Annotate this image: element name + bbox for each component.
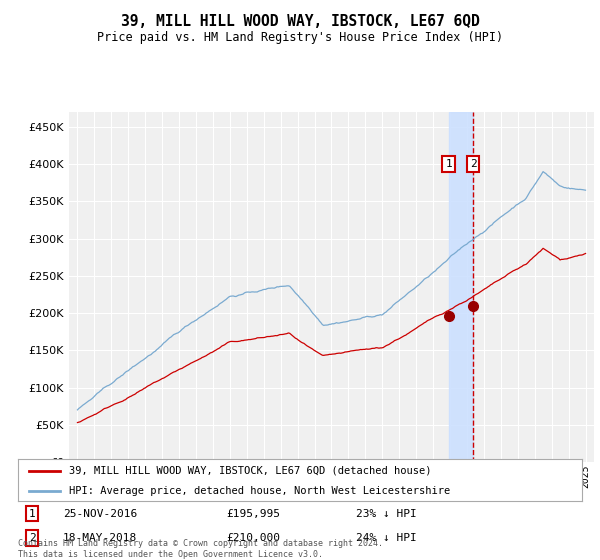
Text: 1: 1 bbox=[445, 159, 452, 169]
Text: Price paid vs. HM Land Registry's House Price Index (HPI): Price paid vs. HM Land Registry's House … bbox=[97, 31, 503, 44]
Text: Contains HM Land Registry data © Crown copyright and database right 2024.
This d: Contains HM Land Registry data © Crown c… bbox=[18, 539, 383, 559]
Text: 2: 2 bbox=[29, 533, 35, 543]
Text: 24% ↓ HPI: 24% ↓ HPI bbox=[356, 533, 417, 543]
Text: £195,995: £195,995 bbox=[227, 508, 281, 519]
Text: HPI: Average price, detached house, North West Leicestershire: HPI: Average price, detached house, Nort… bbox=[69, 486, 450, 496]
Text: £210,000: £210,000 bbox=[227, 533, 281, 543]
Bar bbox=[449, 112, 473, 462]
Text: 18-MAY-2018: 18-MAY-2018 bbox=[63, 533, 137, 543]
Text: 39, MILL HILL WOOD WAY, IBSTOCK, LE67 6QD: 39, MILL HILL WOOD WAY, IBSTOCK, LE67 6Q… bbox=[121, 14, 479, 29]
Text: 23% ↓ HPI: 23% ↓ HPI bbox=[356, 508, 417, 519]
Text: 39, MILL HILL WOOD WAY, IBSTOCK, LE67 6QD (detached house): 39, MILL HILL WOOD WAY, IBSTOCK, LE67 6Q… bbox=[69, 465, 431, 475]
Text: 2: 2 bbox=[470, 159, 477, 169]
Text: 25-NOV-2016: 25-NOV-2016 bbox=[63, 508, 137, 519]
Text: 1: 1 bbox=[29, 508, 35, 519]
